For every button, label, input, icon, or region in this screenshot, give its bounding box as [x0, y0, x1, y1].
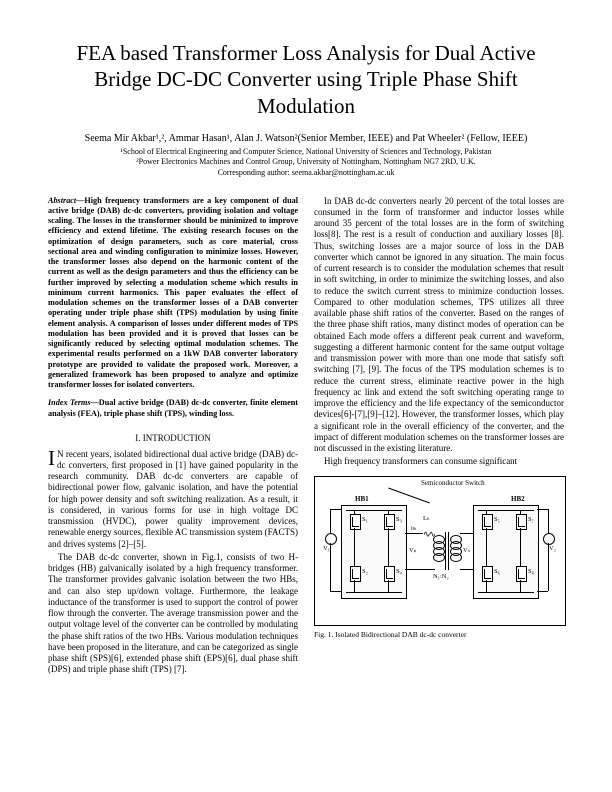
hb2-box: S₅ S₇ S₆ S₈	[473, 505, 539, 599]
corresponding-author: Corresponding author: seema.akbar@nottin…	[48, 168, 564, 178]
vs-label: Vₛ	[463, 547, 470, 555]
intro-para-1-text: N recent years, isolated bidirectional d…	[48, 449, 298, 549]
left-column: Abstract—High frequency transformers are…	[48, 196, 298, 678]
hb1-label: HB1	[355, 495, 369, 503]
paper-title: FEA based Transformer Loss Analysis for …	[48, 40, 564, 119]
abstract-label: Abstract—	[48, 196, 84, 205]
s5-label: S₅	[494, 516, 500, 524]
semiconductor-label: Semiconductor Switch	[421, 480, 485, 487]
n-ratio-label: N₁:N₂	[433, 573, 449, 581]
primary-coil	[433, 535, 443, 559]
index-terms-block: Index Terms—Dual active bridge (DAB) dc-…	[48, 398, 298, 419]
switch-s4	[384, 566, 395, 582]
hb2-label: HB2	[511, 495, 525, 503]
ilk-label: iₗₖ	[411, 525, 417, 533]
v2-load	[543, 533, 555, 545]
s8-label: S₈	[528, 568, 534, 576]
s3-label: S₃	[396, 516, 402, 524]
right-column: In DAB dc-dc converters nearly 20 percen…	[314, 196, 564, 678]
switch-s5	[482, 514, 493, 530]
semiconductor-arrow	[388, 487, 430, 503]
secondary-coil	[450, 535, 460, 559]
figure-1: Semiconductor Switch HB1 S₁ S₃ S₂ S₄	[314, 476, 564, 639]
s7-label: S₇	[528, 516, 534, 524]
intro-para-2: The DAB dc-dc converter, shown in Fig.1,…	[48, 552, 298, 676]
s4-label: S₄	[396, 568, 402, 576]
abstract-block: Abstract—High frequency transformers are…	[48, 196, 298, 391]
lk-label: Lₖ	[423, 515, 430, 523]
v1-label: V₁	[323, 545, 330, 553]
col2-para-1: In DAB dc-dc converters nearly 20 percen…	[314, 196, 564, 455]
s1-label: S₁	[362, 516, 368, 524]
col2-para-2: High frequency transformers can consume …	[314, 456, 564, 467]
switch-s2	[350, 566, 361, 582]
authors-line: Seema Mir Akbar¹,², Ammar Hasan¹, Alan J…	[48, 133, 564, 145]
dropcap-I: I	[48, 449, 57, 467]
switch-s6	[482, 566, 493, 582]
intro-para-1: IN recent years, isolated bidirectional …	[48, 449, 298, 550]
switch-s1	[350, 514, 361, 530]
switch-s7	[516, 514, 527, 530]
affiliation-2: ²Power Electronics Machines and Control …	[48, 157, 564, 167]
index-terms-label: Index Terms—	[48, 398, 99, 407]
s6-label: S₆	[494, 568, 500, 576]
switch-s8	[516, 566, 527, 582]
affiliation-1: ¹School of Electrical Engineering and Co…	[48, 147, 564, 157]
figure-1-caption: Fig. 1. Isolated Bidirectional DAB dc-dc…	[314, 630, 564, 639]
circuit-diagram: Semiconductor Switch HB1 S₁ S₃ S₂ S₄	[314, 476, 566, 626]
hb1-box: S₁ S₃ S₂ S₄	[341, 505, 407, 599]
v2-label: V₂	[549, 545, 556, 553]
v1-source	[325, 533, 337, 545]
section-1-heading: I. INTRODUCTION	[48, 433, 298, 444]
abstract-text: High frequency transformers are a key co…	[48, 196, 298, 390]
two-column-layout: Abstract—High frequency transformers are…	[48, 196, 564, 678]
vp-label: Vₚ	[409, 547, 416, 555]
switch-s3	[384, 514, 395, 530]
s2-label: S₂	[362, 568, 368, 576]
